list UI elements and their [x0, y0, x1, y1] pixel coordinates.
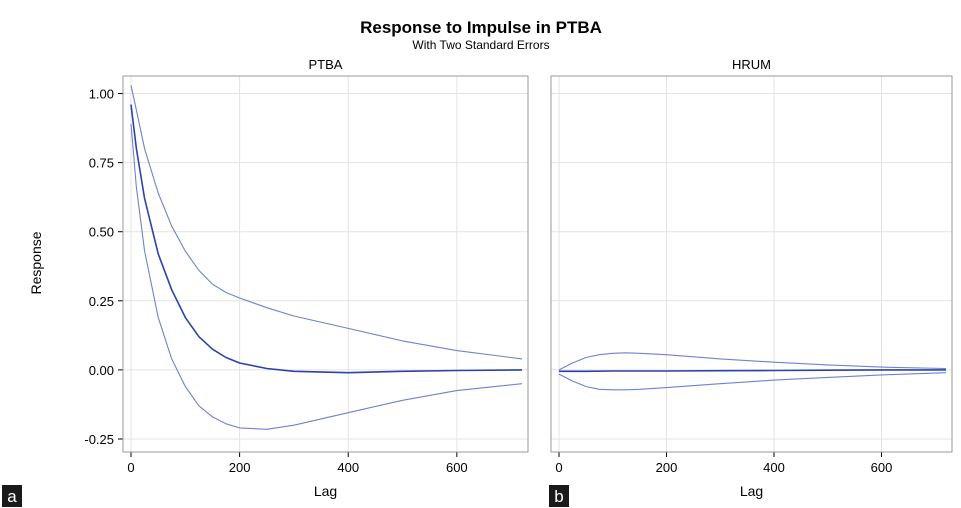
- panels: 1.00 0.75 0.50 0.25 0.00 -0.25 0 200 400 600 PTBA L…: [2, 57, 953, 507]
- chart-title: Response to Impulse in PTBA: [360, 18, 602, 37]
- panel-letter-badge: [549, 485, 569, 507]
- y-axis-label: Response: [28, 231, 44, 294]
- x-tick-label: 400: [763, 460, 785, 475]
- x-tick-label: 400: [337, 460, 359, 475]
- y-tick-label: 0.50: [89, 225, 114, 240]
- panel-letter: a: [7, 487, 17, 506]
- x-tick-label: 600: [446, 460, 468, 475]
- x-axis-label: Lag: [740, 483, 763, 499]
- y-tick-label: 0.75: [89, 156, 114, 171]
- y-tick-label: 0.00: [89, 363, 114, 378]
- panel-letter-badge: [2, 485, 22, 507]
- series-upper-line: [130, 85, 523, 360]
- x-tick-label: 200: [656, 460, 678, 475]
- panel-letter: b: [554, 487, 563, 506]
- panel-title: HRUM: [732, 57, 771, 72]
- x-tick-label: 200: [229, 460, 251, 475]
- x-tick-label: 0: [555, 460, 562, 475]
- panel-hrum: 0 200 400 600 HRUM Lag b: [549, 57, 953, 507]
- x-tick-label: 0: [127, 460, 134, 475]
- chart-subtitle: With Two Standard Errors: [412, 38, 549, 52]
- series-lower-line: [558, 372, 947, 391]
- plot-frame: [122, 75, 529, 453]
- x-tick-label: 600: [871, 460, 893, 475]
- series-lower-line: [130, 123, 523, 430]
- x-axis-label: Lag: [314, 483, 337, 499]
- panel-title: PTBA: [309, 57, 343, 72]
- series-estimate-line: [559, 369, 946, 373]
- series-estimate-line: [130, 104, 523, 374]
- plot-frame: [550, 75, 953, 453]
- panel-ptba: 1.00 0.75 0.50 0.25 0.00 -0.25 0 200 400 600 PTBA L…: [2, 57, 529, 507]
- series-upper-line: [558, 352, 947, 371]
- y-tick-label: 1.00: [89, 87, 114, 102]
- y-tick-label: -0.25: [84, 432, 114, 447]
- y-tick-label: 0.25: [89, 294, 114, 309]
